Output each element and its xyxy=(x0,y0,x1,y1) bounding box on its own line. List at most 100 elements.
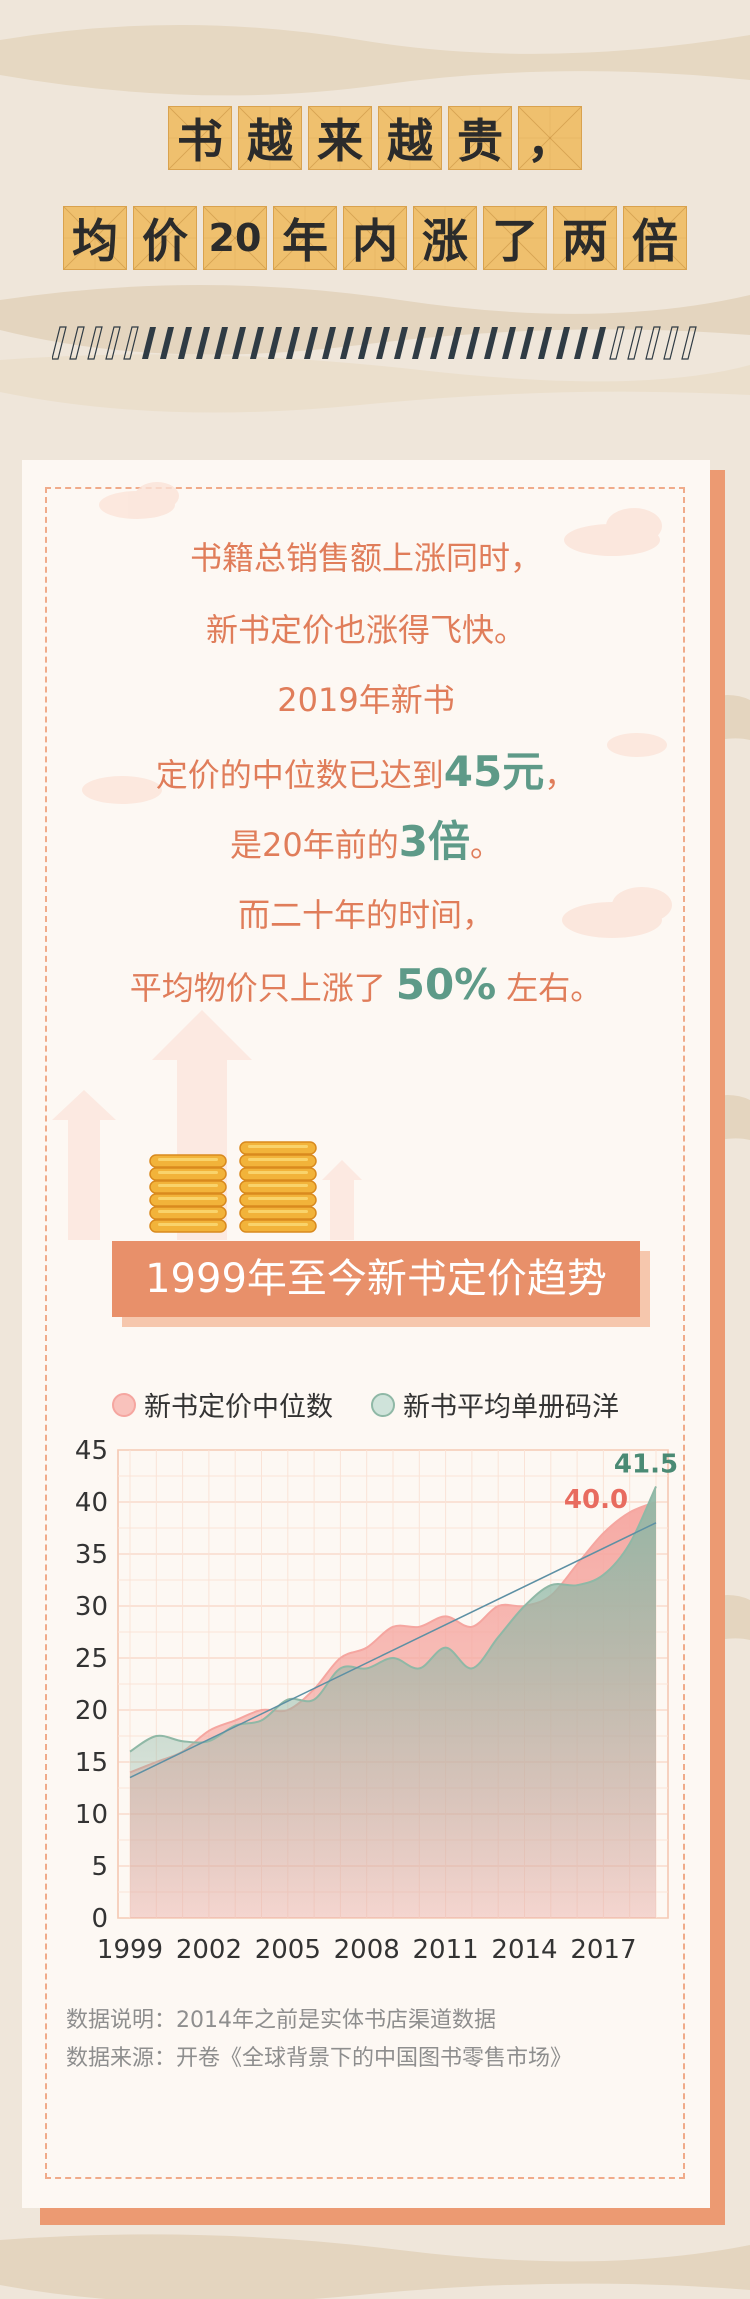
slash-divider xyxy=(52,326,697,360)
median-line xyxy=(129,1501,657,1774)
x-tick-label: 2014 xyxy=(491,1935,557,1965)
divider-slash xyxy=(609,326,625,360)
divider-slash xyxy=(645,326,661,360)
highlight-percent: 50% xyxy=(395,960,497,1009)
legend-swatch xyxy=(371,1392,395,1417)
intro-line: 新书定价也涨得飞快。 xyxy=(205,611,526,649)
intro-line: 是20年前的3倍。 xyxy=(22,821,710,865)
divider-slash xyxy=(520,327,534,359)
intro-text: ， xyxy=(544,756,577,794)
title-tile: 越 xyxy=(378,106,442,170)
trend-line xyxy=(129,1522,657,1779)
y-tick-label: 45 xyxy=(75,1436,108,1466)
divider-slash xyxy=(69,326,85,360)
legend-label: 新书平均单册码洋 xyxy=(403,1392,619,1423)
divider-slash xyxy=(358,327,372,359)
mean-end-label: 41.5 xyxy=(614,1449,678,1479)
y-tick-label: 5 xyxy=(91,1852,108,1882)
title-tile: 两 xyxy=(553,206,617,270)
intro-text: 平均物价只上涨了 xyxy=(129,969,386,1007)
divider-slash xyxy=(286,327,300,359)
divider-slash xyxy=(430,327,444,359)
title-tile: 内 xyxy=(343,206,407,270)
title-tile: 价 xyxy=(133,206,197,270)
divider-slash xyxy=(178,327,192,359)
divider-slash xyxy=(123,326,139,360)
divider-slash xyxy=(196,327,210,359)
divider-slash xyxy=(304,327,318,359)
highlight-multiple: 3倍 xyxy=(398,817,470,866)
title-tile: 20 xyxy=(203,206,267,270)
divider-slash xyxy=(214,327,228,359)
card-dashed-border xyxy=(45,487,685,2179)
median-end-label: 40.0 xyxy=(564,1485,628,1515)
title-tile: 涨 xyxy=(413,206,477,270)
divider-slash xyxy=(502,327,516,359)
x-tick-label: 2002 xyxy=(176,1935,242,1965)
intro-text: 。 xyxy=(469,826,502,864)
divider-slash xyxy=(142,327,156,359)
y-tick-label: 20 xyxy=(75,1696,108,1726)
title-tile: 倍 xyxy=(623,206,687,270)
x-tick-label: 2011 xyxy=(413,1935,479,1965)
y-tick-label: 15 xyxy=(75,1748,108,1778)
divider-slash xyxy=(322,327,336,359)
chart-banner: 1999年至今新书定价趋势 xyxy=(112,1241,640,1317)
legend-item-mean: 新书平均单册码洋 xyxy=(371,1385,619,1424)
divider-slash xyxy=(484,327,498,359)
divider-slash xyxy=(52,326,67,360)
intro-line: 平均物价只上涨了 50% 左右。 xyxy=(22,964,710,1008)
x-tick-label: 2005 xyxy=(255,1935,321,1965)
y-tick-label: 25 xyxy=(75,1644,108,1674)
title-line-1: 书 越 来 越 贵 ， xyxy=(0,106,750,170)
divider-slash xyxy=(574,327,588,359)
divider-slash xyxy=(466,327,480,359)
x-tick-label: 1999 xyxy=(97,1935,163,1965)
intro-line: 2019年新书 xyxy=(277,681,455,719)
decorations xyxy=(52,482,672,1240)
divider-slash xyxy=(412,327,426,359)
y-tick-label: 30 xyxy=(75,1592,108,1622)
divider-slash xyxy=(87,326,103,360)
title-tile: 年 xyxy=(273,206,337,270)
y-tick-label: 10 xyxy=(75,1800,108,1830)
y-tick-label: 0 xyxy=(91,1904,108,1934)
title-tile: 了 xyxy=(483,206,547,270)
price-trend-chart: 0 5 10 15 20 25 30 35 40 45 1999 2002 2005 2008 2011 20… xyxy=(75,1436,678,1965)
divider-slash xyxy=(268,327,282,359)
divider-slash xyxy=(592,327,606,359)
y-tick-label: 35 xyxy=(75,1540,108,1570)
divider-slash xyxy=(681,326,697,360)
divider-slash xyxy=(663,326,679,360)
chart-notes: 数据说明：2014年之前是实体书店渠道数据 数据来源：开卷《全球背景下的中国图书… xyxy=(66,2002,572,2078)
legend-label: 新书定价中位数 xyxy=(144,1392,333,1423)
title-tile: 来 xyxy=(308,106,372,170)
intro-line: 定价的中位数已达到45元， xyxy=(22,751,710,795)
data-note: 数据说明：2014年之前是实体书店渠道数据 xyxy=(66,2008,496,2033)
intro-text: 是20年前的 xyxy=(230,826,399,864)
title-line-2: 均 价 20 年 内 涨 了 两 倍 xyxy=(0,206,750,270)
y-tick-label: 40 xyxy=(75,1488,108,1518)
mean-line xyxy=(129,1485,657,1753)
x-tick-label: 2017 xyxy=(570,1935,636,1965)
data-source: 数据来源：开卷《全球背景下的中国图书零售市场》 xyxy=(66,2046,573,2071)
divider-slash xyxy=(538,327,552,359)
legend-item-median: 新书定价中位数 xyxy=(112,1385,333,1424)
divider-slash xyxy=(232,327,246,359)
title-tile: 越 xyxy=(238,106,302,170)
highlight-price: 45元 xyxy=(443,747,545,796)
intro-line: 而二十年的时间， xyxy=(237,896,494,934)
legend-swatch xyxy=(112,1392,136,1417)
chart-legend: 新书定价中位数 新书平均单册码洋 xyxy=(112,1385,672,1424)
divider-slash xyxy=(105,326,121,360)
divider-slash xyxy=(448,327,462,359)
intro-line: 书籍总销售额上涨同时， xyxy=(189,539,542,577)
title-tile: 书 xyxy=(168,106,232,170)
divider-slash xyxy=(556,327,570,359)
divider-slash xyxy=(250,327,264,359)
x-tick-label: 2008 xyxy=(334,1935,400,1965)
coins-icon xyxy=(149,1141,317,1233)
divider-slash xyxy=(627,326,643,360)
divider-slash xyxy=(340,327,354,359)
